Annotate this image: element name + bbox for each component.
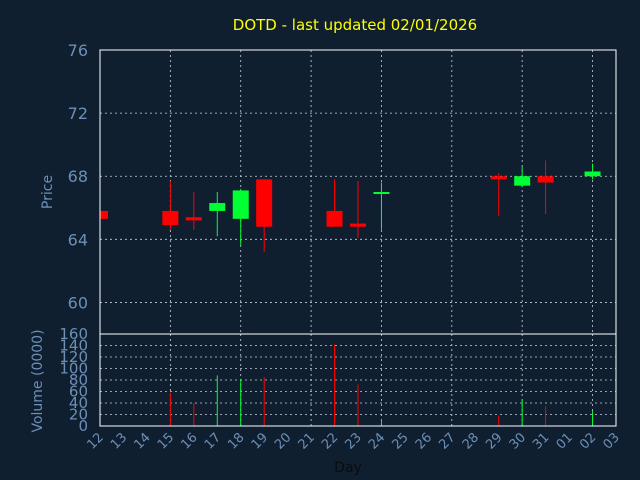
- volume-frame: [99, 333, 617, 427]
- x-axis-label: Day: [334, 460, 362, 476]
- candle-body: [537, 176, 554, 183]
- price-axis-label: Price: [40, 175, 56, 209]
- candle-body: [584, 171, 601, 177]
- candle-body: [185, 217, 202, 221]
- candle-body: [100, 210, 108, 219]
- volume-tick-label: 0: [78, 417, 88, 435]
- candle-body: [256, 179, 273, 227]
- volume-tick-label: 80: [69, 371, 88, 389]
- price-tick-label: 72: [68, 104, 88, 123]
- volume-tick-label: 60: [69, 383, 88, 401]
- volume-axis-label: Volume (0000): [30, 329, 46, 432]
- x-axis-ticks: 12 13 14 15 16 17 18 19 20 21 22 23 24 25 26 27 28 29 30 31…: [85, 430, 623, 452]
- price-panel: 60 64 68 72 76 Price: [40, 41, 617, 335]
- volume-tick-label: 20: [69, 406, 88, 424]
- candle-body: [326, 210, 343, 227]
- volume-tick-label: 100: [59, 360, 88, 378]
- volume-tick-label: 40: [69, 394, 88, 412]
- price-tick-label: 60: [68, 293, 88, 312]
- candle-body: [373, 192, 390, 194]
- volume-tick-label: 140: [59, 337, 88, 355]
- volume-tick-label: 120: [59, 348, 88, 366]
- candle-body: [162, 210, 179, 226]
- price-ticks: 60 64 68 72 76: [68, 41, 88, 312]
- candle-body: [490, 176, 507, 180]
- price-candles: [99, 160, 601, 252]
- volume-tick-label: 160: [59, 325, 88, 343]
- candle-body: [350, 223, 366, 227]
- candle-body: [232, 190, 249, 219]
- price-tick-label: 68: [68, 167, 88, 186]
- price-tick-label: 64: [68, 230, 88, 249]
- chart-title: DOTD - last updated 02/01/2026: [233, 16, 477, 34]
- candle-body: [514, 176, 531, 186]
- candle-body: [209, 203, 226, 211]
- volume-bars: [169, 344, 594, 426]
- price-tick-label: 76: [68, 41, 88, 60]
